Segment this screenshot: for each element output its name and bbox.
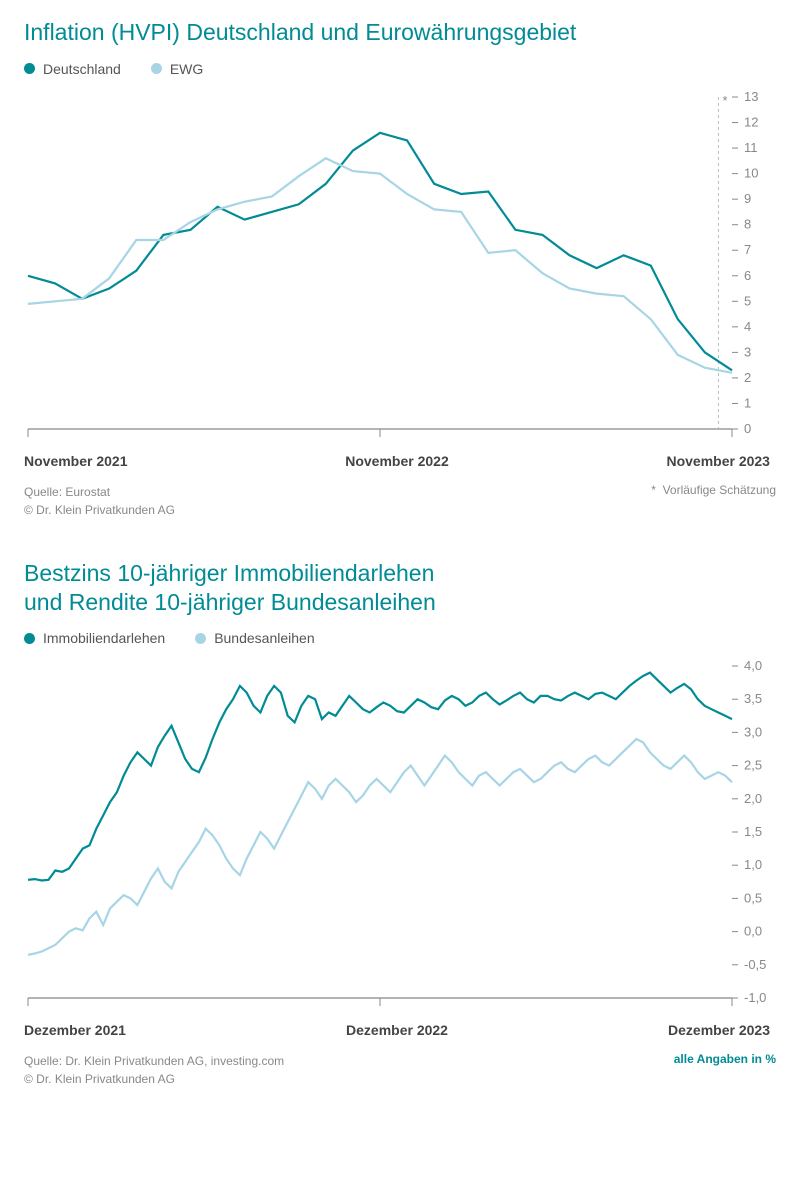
chart2-legend: Immobiliendarlehen Bundesanleihen bbox=[24, 630, 776, 646]
chart1-source-block: Quelle: Eurostat © Dr. Klein Privatkunde… bbox=[24, 483, 175, 519]
asterisk-icon: * bbox=[651, 483, 656, 497]
legend-item-bundesanleihen: Bundesanleihen bbox=[195, 630, 314, 646]
svg-text:9: 9 bbox=[744, 191, 751, 206]
chart1-footer: Quelle: Eurostat © Dr. Klein Privatkunde… bbox=[24, 483, 776, 519]
svg-text:10: 10 bbox=[744, 165, 758, 180]
inflation-chart-panel: Inflation (HVPI) Deutschland und Eurowäh… bbox=[24, 18, 776, 519]
chart1-x-labels: November 2021 November 2022 November 202… bbox=[24, 453, 776, 469]
legend-label: Deutschland bbox=[43, 61, 121, 77]
svg-text:*: * bbox=[722, 93, 727, 108]
svg-text:1,5: 1,5 bbox=[744, 824, 762, 839]
svg-text:0,5: 0,5 bbox=[744, 891, 762, 906]
chart1-estimate-note: * Vorläufige Schätzung bbox=[651, 483, 776, 519]
svg-text:4: 4 bbox=[744, 319, 751, 334]
svg-text:12: 12 bbox=[744, 114, 758, 129]
chart2-footer: Quelle: Dr. Klein Privatkunden AG, inves… bbox=[24, 1052, 776, 1088]
legend-label: Immobiliendarlehen bbox=[43, 630, 165, 646]
x-label: November 2022 bbox=[345, 453, 449, 469]
svg-text:1,0: 1,0 bbox=[744, 857, 762, 872]
legend-dot-icon bbox=[24, 633, 35, 644]
svg-text:5: 5 bbox=[744, 293, 751, 308]
svg-text:3,5: 3,5 bbox=[744, 691, 762, 706]
svg-text:7: 7 bbox=[744, 242, 751, 257]
svg-text:-0,5: -0,5 bbox=[744, 957, 766, 972]
svg-text:1: 1 bbox=[744, 395, 751, 410]
chart2-source-block: Quelle: Dr. Klein Privatkunden AG, inves… bbox=[24, 1052, 284, 1088]
rates-chart-panel: Bestzins 10-jähriger Immobiliendarlehenu… bbox=[24, 559, 776, 1089]
legend-label: Bundesanleihen bbox=[214, 630, 314, 646]
chart1-svg: 012345678910111213* bbox=[24, 87, 776, 447]
x-label: November 2021 bbox=[24, 453, 128, 469]
chart1-legend: Deutschland EWG bbox=[24, 61, 776, 77]
svg-text:13: 13 bbox=[744, 89, 758, 104]
svg-text:11: 11 bbox=[744, 140, 758, 155]
svg-text:4,0: 4,0 bbox=[744, 658, 762, 673]
chart1-source: Quelle: Eurostat bbox=[24, 483, 175, 501]
legend-item-deutschland: Deutschland bbox=[24, 61, 121, 77]
legend-item-immobiliendarlehen: Immobiliendarlehen bbox=[24, 630, 165, 646]
chart2-title: Bestzins 10-jähriger Immobiliendarlehenu… bbox=[24, 559, 776, 617]
svg-text:2,0: 2,0 bbox=[744, 791, 762, 806]
x-label: Dezember 2022 bbox=[346, 1022, 448, 1038]
svg-text:0: 0 bbox=[744, 421, 751, 436]
svg-text:-1,0: -1,0 bbox=[744, 990, 766, 1005]
units-note-text: alle Angaben in % bbox=[674, 1052, 776, 1066]
legend-item-ewg: EWG bbox=[151, 61, 203, 77]
svg-text:2,5: 2,5 bbox=[744, 758, 762, 773]
legend-label: EWG bbox=[170, 61, 203, 77]
chart2-units-note: alle Angaben in % bbox=[674, 1052, 776, 1088]
chart2-svg: -1,0 -0,5 0,0 0,5 1,0 1,5 2,0 2,5 3,0 3,5 4,0 bbox=[24, 656, 776, 1016]
svg-text:6: 6 bbox=[744, 268, 751, 283]
chart1-copyright: © Dr. Klein Privatkunden AG bbox=[24, 501, 175, 519]
x-label: Dezember 2023 bbox=[668, 1022, 770, 1038]
chart2-x-labels: Dezember 2021 Dezember 2022 Dezember 202… bbox=[24, 1022, 776, 1038]
svg-text:0,0: 0,0 bbox=[744, 924, 762, 939]
svg-text:2: 2 bbox=[744, 370, 751, 385]
svg-text:3: 3 bbox=[744, 344, 751, 359]
estimate-note-text: Vorläufige Schätzung bbox=[663, 483, 776, 497]
legend-dot-icon bbox=[195, 633, 206, 644]
legend-dot-icon bbox=[24, 63, 35, 74]
chart2-plot: -1,0 -0,5 0,0 0,5 1,0 1,5 2,0 2,5 3,0 3,5 4,0 bbox=[24, 656, 776, 1016]
chart1-title: Inflation (HVPI) Deutschland und Eurowäh… bbox=[24, 18, 776, 47]
chart2-source: Quelle: Dr. Klein Privatkunden AG, inves… bbox=[24, 1052, 284, 1070]
svg-text:8: 8 bbox=[744, 216, 751, 231]
chart1-plot: 012345678910111213* bbox=[24, 87, 776, 447]
legend-dot-icon bbox=[151, 63, 162, 74]
chart2-copyright: © Dr. Klein Privatkunden AG bbox=[24, 1070, 284, 1088]
svg-text:3,0: 3,0 bbox=[744, 725, 762, 740]
x-label: Dezember 2021 bbox=[24, 1022, 126, 1038]
x-label: November 2023 bbox=[666, 453, 770, 469]
